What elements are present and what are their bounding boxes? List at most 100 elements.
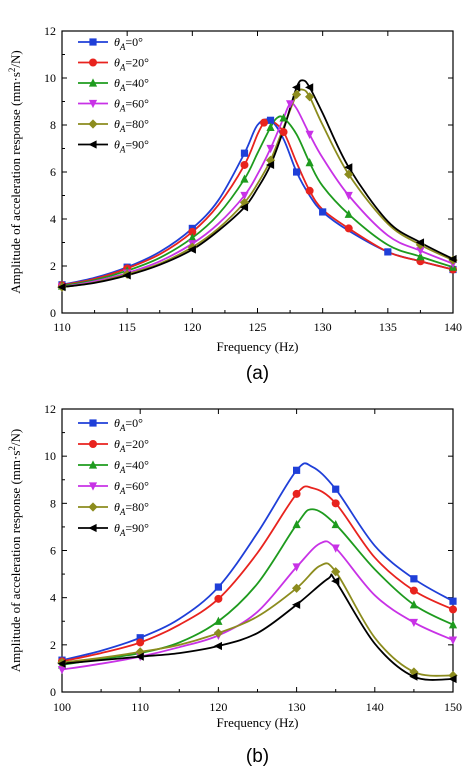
legend-label: θA=0° (114, 35, 143, 52)
data-point (279, 128, 288, 137)
legend-marker (89, 38, 97, 46)
data-point (305, 83, 314, 92)
data-point (292, 83, 301, 92)
data-point (344, 209, 353, 218)
x-tick-label: 125 (249, 320, 267, 334)
data-point (331, 577, 340, 586)
y-axis-label: Amplitude of acceleration response (mm·s… (7, 50, 23, 294)
data-point (305, 92, 315, 102)
data-point (266, 144, 275, 154)
y-tick-label: 0 (50, 306, 56, 320)
legend-marker (88, 99, 98, 109)
data-point (187, 245, 196, 254)
data-point (265, 160, 275, 170)
data-point (292, 583, 302, 593)
data-point (266, 122, 275, 131)
y-tick-label: 4 (50, 212, 56, 226)
series-line-4 (61, 88, 454, 289)
data-point (344, 163, 353, 172)
y-tick-label: 2 (50, 638, 56, 652)
data-point (214, 594, 223, 603)
x-tick-label: 130 (314, 320, 332, 334)
x-tick-label: 100 (53, 700, 71, 714)
data-point (409, 600, 418, 609)
data-point (292, 89, 302, 100)
data-point (410, 575, 418, 583)
legend-label: θA=60° (114, 479, 149, 496)
legend-label: θA=0° (114, 416, 143, 433)
panel-label: (b) (246, 746, 269, 767)
legend-label: θA=40° (114, 76, 149, 93)
legend-marker (88, 140, 97, 149)
series-line-5 (61, 79, 454, 289)
y-tick-label: 10 (44, 449, 56, 463)
x-axis-label: Frequency (Hz) (217, 339, 299, 354)
x-tick-label: 115 (118, 320, 136, 334)
legend-label: θA=20° (114, 56, 149, 73)
data-point (384, 248, 392, 256)
x-axis-label: Frequency (Hz) (217, 715, 299, 730)
legend-marker (89, 440, 97, 448)
data-point (135, 647, 145, 657)
y-tick-label: 6 (50, 544, 56, 558)
data-point (448, 620, 458, 629)
data-point (266, 116, 275, 124)
legend-marker (89, 419, 97, 427)
data-point (409, 672, 418, 681)
data-point (214, 616, 223, 625)
legend-marker (88, 482, 98, 491)
data-point (293, 466, 301, 474)
data-point (415, 238, 425, 247)
data-point (416, 247, 425, 256)
legend-label: θA=90° (114, 521, 149, 538)
y-tick-label: 0 (50, 685, 56, 699)
data-point (279, 113, 288, 122)
data-point (292, 563, 301, 572)
data-point (331, 499, 340, 508)
data-point (239, 203, 249, 212)
panel-label: (a) (246, 363, 269, 384)
y-tick-label: 12 (44, 402, 56, 416)
data-point (344, 169, 354, 179)
x-tick-label: 135 (379, 320, 397, 334)
legend-marker (88, 502, 98, 512)
data-point (293, 168, 301, 176)
data-point (292, 489, 301, 498)
data-point (188, 233, 197, 242)
data-point (448, 670, 458, 681)
data-point (305, 158, 314, 167)
data-point (285, 100, 295, 109)
legend-marker (88, 119, 98, 129)
x-tick-label: 130 (288, 700, 306, 714)
x-tick-label: 120 (183, 320, 201, 334)
y-axis-label: Amplitude of acceleration response (mm·s… (7, 429, 23, 673)
x-tick-label: 110 (131, 700, 149, 714)
data-point (240, 174, 249, 183)
series-line-2 (61, 115, 454, 287)
data-point (448, 254, 457, 264)
data-point (57, 283, 66, 292)
data-point (260, 118, 269, 127)
data-point (331, 567, 341, 577)
data-point (213, 641, 222, 651)
data-point (240, 160, 249, 169)
x-tick-label: 150 (444, 700, 462, 714)
data-point (305, 186, 314, 195)
data-point (136, 634, 144, 642)
legend-marker (88, 78, 98, 87)
data-point (449, 605, 457, 614)
series-line-5 (61, 573, 454, 681)
panel-b: 100 110 120 130 140 150 0 2 4 6 8 10 12 θA=0° θA=20° θA… (7, 402, 462, 767)
data-point (213, 628, 223, 638)
data-point (449, 597, 457, 605)
y-tick-label: 4 (50, 591, 56, 605)
data-point (331, 544, 340, 553)
legend-marker (89, 58, 97, 67)
data-point (214, 583, 222, 591)
legend-label: θA=80° (114, 117, 149, 134)
series-line-3 (61, 540, 454, 671)
legend-label: θA=80° (114, 500, 149, 517)
data-point (344, 224, 353, 233)
y-tick-label: 12 (44, 24, 56, 38)
